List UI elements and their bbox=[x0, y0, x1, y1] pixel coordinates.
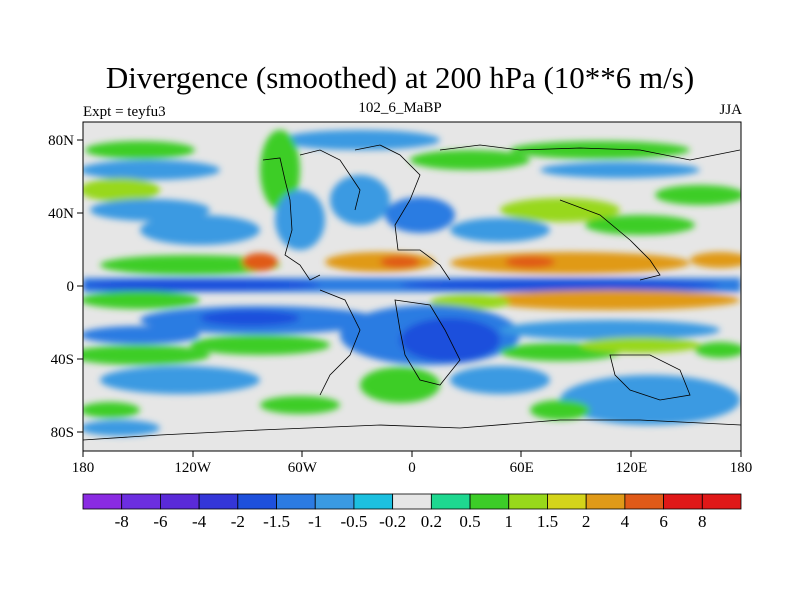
season-label: JJA bbox=[719, 102, 742, 118]
x-tick-label: 120W bbox=[174, 460, 212, 476]
colorbar-swatch bbox=[624, 493, 664, 510]
colorbar-swatch bbox=[314, 493, 355, 510]
colorbar-level-label: -1 bbox=[308, 512, 322, 531]
colorbar-swatch bbox=[469, 493, 510, 510]
axis-ticks bbox=[77, 139, 742, 457]
colorbar-level-label: 4 bbox=[621, 512, 630, 531]
colorbar bbox=[82, 493, 742, 510]
colorbar-swatch bbox=[585, 493, 626, 510]
colorbar-level-label: -0.5 bbox=[340, 512, 367, 531]
colorbar-level-label: 1 bbox=[505, 512, 514, 531]
colorbar-level-label: 0.2 bbox=[421, 512, 442, 531]
contour-field bbox=[83, 122, 741, 451]
x-tick-label: 180 bbox=[730, 460, 753, 476]
colorbar-swatch bbox=[353, 493, 394, 510]
y-tick-label: 80S bbox=[51, 425, 74, 441]
colorbar-level-label: 8 bbox=[698, 512, 707, 531]
colorbar-level-label: 1.5 bbox=[537, 512, 558, 531]
colorbar-swatch bbox=[392, 493, 432, 510]
x-tick-label: 60W bbox=[288, 460, 318, 476]
colorbar-level-label: -6 bbox=[153, 512, 167, 531]
colorbar-level-label: -0.2 bbox=[379, 512, 406, 531]
y-tick-label: 40S bbox=[51, 352, 74, 368]
colorbar-level-label: 6 bbox=[659, 512, 668, 531]
colorbar-level-label: -2 bbox=[231, 512, 245, 531]
colorbar-swatch bbox=[121, 493, 161, 510]
colorbar-swatch bbox=[82, 493, 123, 510]
colorbar-level-label: -1.5 bbox=[263, 512, 290, 531]
coastlines bbox=[83, 144, 741, 441]
x-tick-label: 180 bbox=[72, 460, 95, 476]
y-tick-label: 0 bbox=[67, 279, 75, 295]
colorbar-swatch bbox=[508, 493, 548, 510]
colorbar-level-label: -8 bbox=[115, 512, 129, 531]
x-tick-label: 120E bbox=[615, 460, 647, 476]
y-tick-label: 80N bbox=[48, 133, 74, 149]
x-axis-labels: 180 120W 60W 0 60E 120E 180 bbox=[72, 460, 753, 476]
experiment-label: Expt = teyfu3 bbox=[83, 104, 166, 120]
colorbar-swatch bbox=[276, 493, 316, 510]
chart-title: Divergence (smoothed) at 200 hPa (10**6 … bbox=[105, 60, 695, 95]
colorbar-swatch bbox=[198, 493, 239, 510]
colorbar-swatch bbox=[701, 493, 742, 510]
colorbar-swatch bbox=[430, 493, 471, 510]
y-axis-labels: 80N 40N 0 40S 80S bbox=[48, 133, 74, 441]
colorbar-level-label: 2 bbox=[582, 512, 591, 531]
colorbar-level-label: -4 bbox=[192, 512, 207, 531]
y-tick-label: 40N bbox=[48, 206, 74, 222]
colorbar-swatch bbox=[237, 493, 277, 510]
colorbar-swatch bbox=[160, 493, 200, 510]
x-tick-label: 60E bbox=[510, 460, 534, 476]
colorbar-swatch bbox=[547, 493, 587, 510]
x-tick-label: 0 bbox=[408, 460, 416, 476]
colorbar-level-label: 0.5 bbox=[459, 512, 480, 531]
case-label: 102_6_MaBP bbox=[358, 100, 442, 116]
colorbar-swatch bbox=[663, 493, 703, 510]
colorbar-labels: -8 -6 -4 -2 -1.5 -1 -0.5 -0.2 0.2 0.5 1 1.5 2 4 6 8 bbox=[115, 512, 707, 531]
